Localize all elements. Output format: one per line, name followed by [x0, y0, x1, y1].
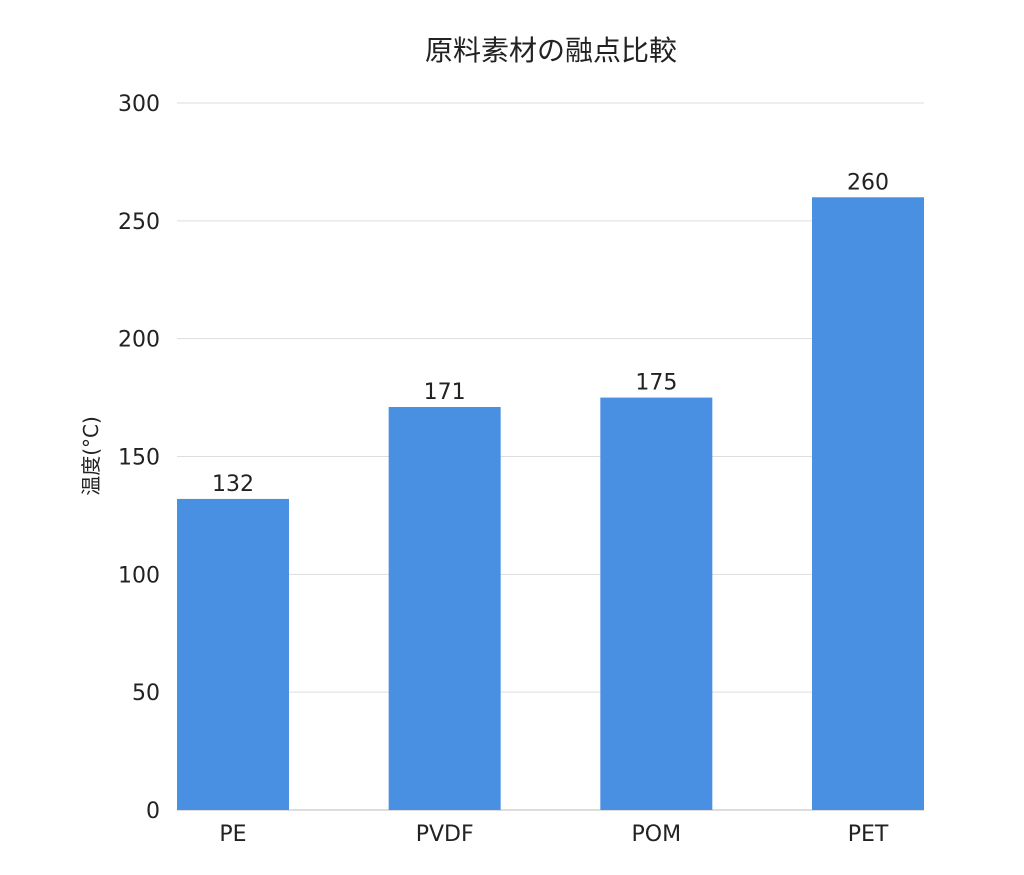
bars	[177, 197, 924, 810]
x-tick-label: PVDF	[416, 822, 474, 847]
y-tick-label: 250	[118, 210, 160, 235]
y-tick-label: 200	[118, 328, 160, 353]
y-tick-label: 0	[146, 799, 160, 824]
x-tick-label: PET	[848, 822, 889, 847]
y-tick-label: 50	[132, 681, 160, 706]
y-axis-ticks: 0 50 100 150 200 250 300	[118, 92, 160, 824]
bar-pvdf	[388, 407, 501, 810]
y-tick-label: 100	[118, 563, 160, 588]
data-label: 171	[424, 380, 466, 405]
bar-pom	[600, 397, 713, 810]
y-tick-label: 300	[118, 92, 160, 117]
x-tick-label: PE	[219, 822, 246, 847]
chart-title: 原料素材の融点比較	[425, 34, 677, 67]
data-label: 175	[635, 371, 677, 396]
x-tick-label: POM	[632, 822, 682, 847]
x-axis-ticks: PE PVDF POM PET	[219, 822, 888, 847]
gridlines	[177, 102, 924, 811]
y-axis-label: 温度(°C)	[79, 416, 103, 496]
data-labels: 132 171 175 260	[212, 170, 889, 497]
bar-pe	[177, 498, 289, 810]
y-tick-label: 150	[118, 446, 160, 471]
bar-pet	[812, 197, 924, 810]
data-label: 132	[212, 472, 254, 497]
data-label: 260	[847, 170, 889, 195]
